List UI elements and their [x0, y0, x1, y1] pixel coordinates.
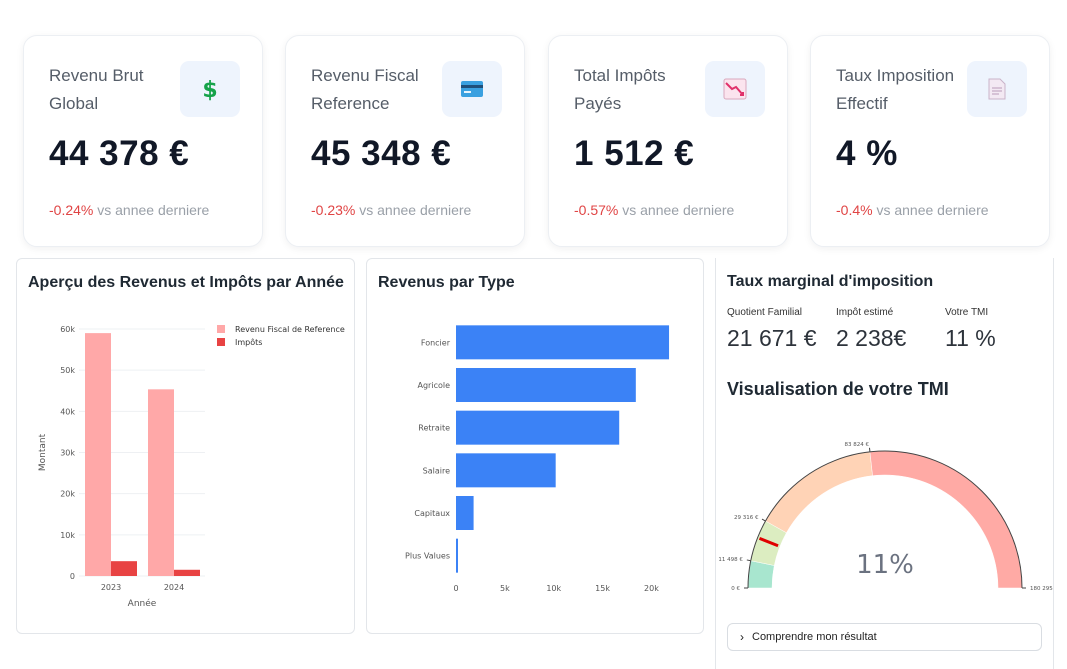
y-tick-label: 50k: [60, 366, 75, 375]
gauge-marker: [758, 536, 779, 548]
x-axis-label: Année: [128, 598, 157, 609]
legend-swatch: [217, 338, 225, 346]
kpi-label: Taux Imposition Effectif: [836, 66, 955, 113]
quotient-label: Quotient Familial: [727, 307, 803, 318]
y-tick-label: 20k: [60, 490, 75, 499]
y-tick-label: 60k: [60, 325, 75, 334]
gauge-tick: [761, 518, 766, 522]
y-tick-label: 30k: [60, 449, 75, 458]
bar-retraite: [456, 410, 620, 445]
tmi-viz-title: Visualisation de votre TMI: [727, 379, 949, 399]
bar-plus-values: [456, 538, 458, 573]
impot-label: Impôt estimé: [836, 307, 894, 318]
types-chart: 0 5k 10k 15k 20k Foncier Agricole Retraite Salai…: [405, 325, 670, 593]
kpi-label: Revenu Brut Global: [49, 66, 144, 113]
y-tick-label: Agricole: [418, 381, 451, 390]
gauge-threshold-label: 0 €: [731, 586, 740, 592]
x-tick-label: 0: [453, 584, 458, 593]
overview-title: Aperçu des Revenus et Impôts par Année: [28, 274, 344, 291]
document-icon: [967, 61, 1027, 117]
gauge-band: [765, 451, 873, 534]
legend-label: Impôts: [235, 337, 262, 347]
chevron-right-icon: ›: [740, 630, 744, 644]
bar-capitaux: [456, 496, 474, 530]
bar-imp-ts-2023: [111, 561, 137, 576]
svg-text:$: $: [202, 78, 217, 102]
x-tick-label: 5k: [500, 584, 510, 593]
kpi-value: 1 512 €: [574, 134, 695, 173]
x-tick-label: 2023: [101, 583, 121, 592]
chart-decreasing-icon: [705, 61, 765, 117]
legend-swatch: [217, 325, 225, 333]
y-axis-label: Montant: [38, 433, 48, 471]
gauge-threshold-label: 29 316 €: [734, 515, 759, 521]
kpi-card-total-impots: Total Impôts Payés 1 512 € -0.57% vs ann…: [548, 35, 788, 247]
expander-label: Comprendre mon résultat: [752, 631, 877, 643]
quotient-value: 21 671 €: [727, 325, 817, 351]
overview-panel: Aperçu des Revenus et Impôts par Année 0…: [16, 258, 355, 634]
tmi-label: Votre TMI: [945, 307, 989, 318]
y-tick-label: Plus Values: [405, 552, 450, 561]
tmi-panel: Taux marginal d'imposition Quotient Fami…: [715, 258, 1054, 669]
tmi-gauge: 0 € 11 498 € 29 316 € 83 824 € 180 295 11%: [718, 442, 1053, 592]
y-tick-label: Retraite: [418, 424, 450, 433]
gauge-threshold-label: 83 824 €: [845, 442, 870, 448]
kpi-delta: -0.24% vs annee derniere: [49, 202, 210, 218]
bar-imp-ts-2024: [174, 569, 200, 576]
legend-label: Revenu Fiscal de Reference: [235, 325, 345, 334]
y-tick-label: 40k: [60, 407, 75, 416]
gauge-tick: [746, 559, 751, 562]
kpi-card-revenu-fiscal: Revenu Fiscal Reference 45 348 € -0.23% …: [285, 35, 525, 247]
x-tick-label: 15k: [595, 584, 610, 593]
kpi-delta: -0.4% vs annee derniere: [836, 202, 989, 218]
y-tick-label: 10k: [60, 531, 75, 540]
gauge-value-label: 11%: [856, 550, 914, 580]
tmi-title: Taux marginal d'imposition: [727, 273, 934, 290]
types-title: Revenus par Type: [378, 274, 515, 291]
bar-salaire: [456, 453, 556, 488]
dollar-icon: $: [180, 61, 240, 117]
bar-revenu-fiscal-de-reference-2024: [148, 389, 174, 576]
kpi-value: 44 378 €: [49, 134, 190, 173]
kpi-value: 4 %: [836, 134, 898, 173]
kpi-card-taux-imposition: Taux Imposition Effectif 4 % -0.4% vs an…: [810, 35, 1050, 247]
overview-chart: 0 10k 20k 30k 40k 50k 60k 2023 2024 Année Montant R…: [38, 325, 345, 609]
y-tick-label: Salaire: [423, 466, 450, 475]
gauge-threshold-label: 180 295: [1030, 586, 1053, 592]
y-tick-label: Foncier: [421, 338, 451, 347]
comprendre-expander[interactable]: › Comprendre mon résultat: [727, 623, 1042, 651]
x-tick-label: 10k: [546, 584, 561, 593]
bar-revenu-fiscal-de-reference-2023: [85, 333, 111, 576]
kpi-delta: -0.57% vs annee derniere: [574, 202, 735, 218]
bar-agricole: [456, 368, 636, 402]
kpi-label: Total Impôts Payés: [574, 66, 666, 113]
kpi-card-revenu-brut: Revenu Brut Global $ 44 378 € -0.24% vs …: [23, 35, 263, 247]
kpi-label: Revenu Fiscal Reference: [311, 66, 419, 113]
y-tick-label: 0: [70, 572, 75, 581]
bar-foncier: [456, 325, 670, 360]
x-tick-label: 20k: [644, 584, 659, 593]
y-tick-label: Capitaux: [414, 509, 450, 518]
kpi-delta: -0.23% vs annee derniere: [311, 202, 472, 218]
gauge-outline: [747, 450, 1023, 589]
kpi-value: 45 348 €: [311, 134, 452, 173]
gauge-threshold-label: 11 498 €: [718, 557, 743, 563]
tmi-value: 11 %: [945, 325, 996, 351]
types-panel: Revenus par Type 0 5k 10k 15k 20k Foncier Agri…: [366, 258, 704, 634]
x-tick-label: 2024: [164, 583, 184, 592]
impot-value: 2 238€: [836, 325, 907, 351]
credit-card-icon: [442, 61, 502, 117]
